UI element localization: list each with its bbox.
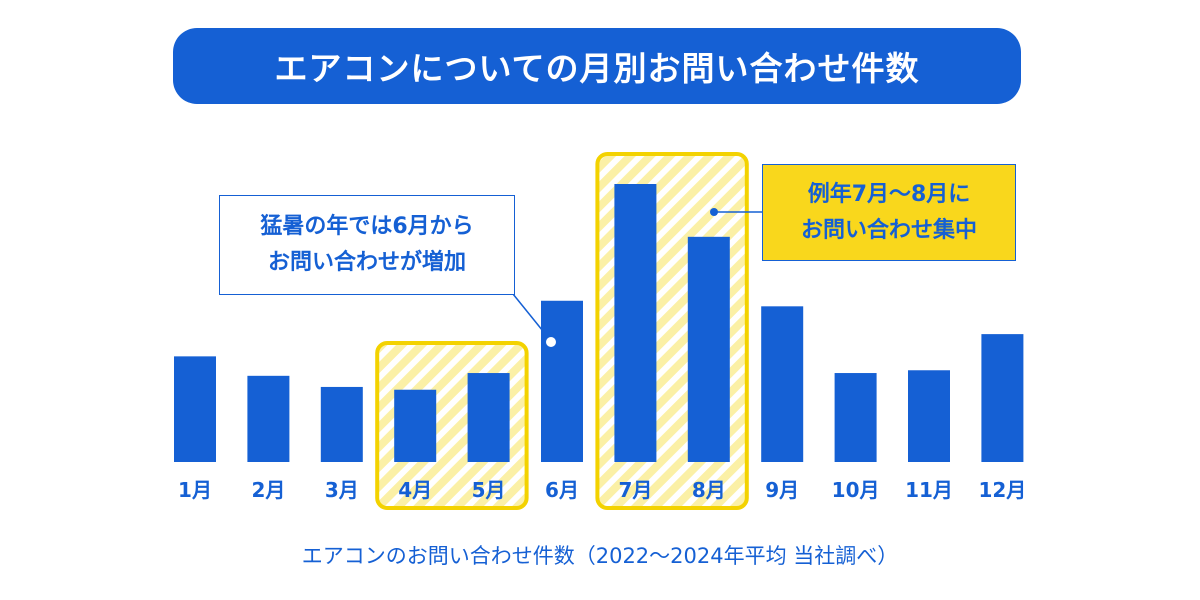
bar-12 bbox=[981, 334, 1024, 462]
bar-6 bbox=[541, 300, 583, 462]
x-tick-label-10: 10月 bbox=[832, 478, 880, 502]
june-callout-line-2: お問い合わせが増加 bbox=[267, 250, 466, 275]
x-tick-labels: 1月 2月 3月 4月 5月 6月 7月 8月 9月 10月 11月 12月 bbox=[178, 478, 1026, 502]
bar-3 bbox=[320, 386, 363, 462]
bar-7 bbox=[614, 184, 657, 462]
x-tick-label-1: 1月 bbox=[178, 478, 212, 502]
june-callout-connector bbox=[512, 293, 552, 342]
peak-callout: 例年7月～8月に お問い合わせ集中 bbox=[762, 164, 1016, 261]
callout-connectors bbox=[512, 208, 762, 349]
x-tick-label-2: 2月 bbox=[251, 478, 285, 502]
bar-5 bbox=[467, 373, 510, 462]
june-callout-line-1: 猛暑の年では6月から bbox=[260, 214, 474, 239]
peak-callout-line-2: お問い合わせ集中 bbox=[800, 217, 977, 243]
x-tick-label-5: 5月 bbox=[472, 478, 506, 502]
chart-title-banner: エアコンについての月別お問い合わせ件数 bbox=[173, 28, 1021, 104]
x-tick-label-3: 3月 bbox=[325, 478, 359, 502]
x-tick-label-7: 7月 bbox=[618, 478, 652, 502]
bar-4 bbox=[394, 389, 437, 462]
x-tick-label-11: 11月 bbox=[905, 478, 953, 502]
bar-11 bbox=[908, 370, 950, 462]
bar-2 bbox=[247, 375, 290, 462]
x-tick-label-8: 8月 bbox=[692, 478, 726, 502]
peak-callout-line-1: 例年7月～8月に bbox=[807, 181, 971, 207]
bar-8 bbox=[687, 236, 730, 462]
x-tick-label-4: 4月 bbox=[398, 478, 432, 502]
bar-10 bbox=[834, 373, 877, 462]
x-tick-label-12: 12月 bbox=[978, 478, 1026, 502]
x-tick-label-9: 9月 bbox=[765, 478, 799, 502]
chart-title: エアコンについての月別お問い合わせ件数 bbox=[274, 49, 920, 88]
footnote: エアコンのお問い合わせ件数（2022～2024年平均 当社調べ） bbox=[301, 544, 899, 568]
june-callout: 猛暑の年では6月から お問い合わせが増加 bbox=[219, 195, 515, 295]
bar-layer bbox=[174, 184, 1024, 462]
bar-9 bbox=[761, 306, 804, 462]
x-tick-label-6: 6月 bbox=[545, 478, 579, 502]
peak-callout-dot bbox=[710, 208, 718, 216]
june-callout-dot bbox=[544, 335, 558, 349]
bar-1 bbox=[174, 356, 216, 462]
